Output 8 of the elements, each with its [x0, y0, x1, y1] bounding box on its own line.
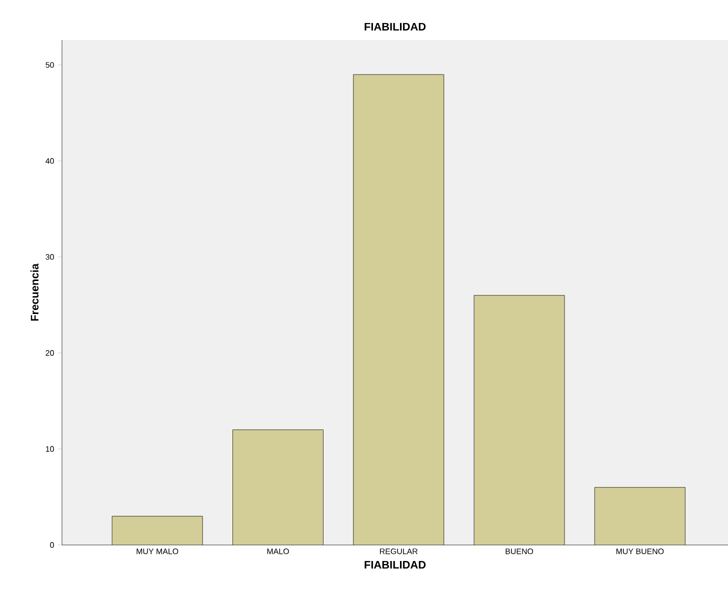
x-axis-title: FIABILIDAD — [364, 560, 426, 569]
chart-title: FIABILIDAD — [364, 22, 426, 30]
bar — [112, 516, 203, 545]
bar — [232, 430, 324, 545]
bar — [353, 74, 444, 545]
y-axis-title: Frecuencia — [30, 263, 39, 321]
bar — [474, 295, 565, 545]
bar — [594, 487, 686, 545]
